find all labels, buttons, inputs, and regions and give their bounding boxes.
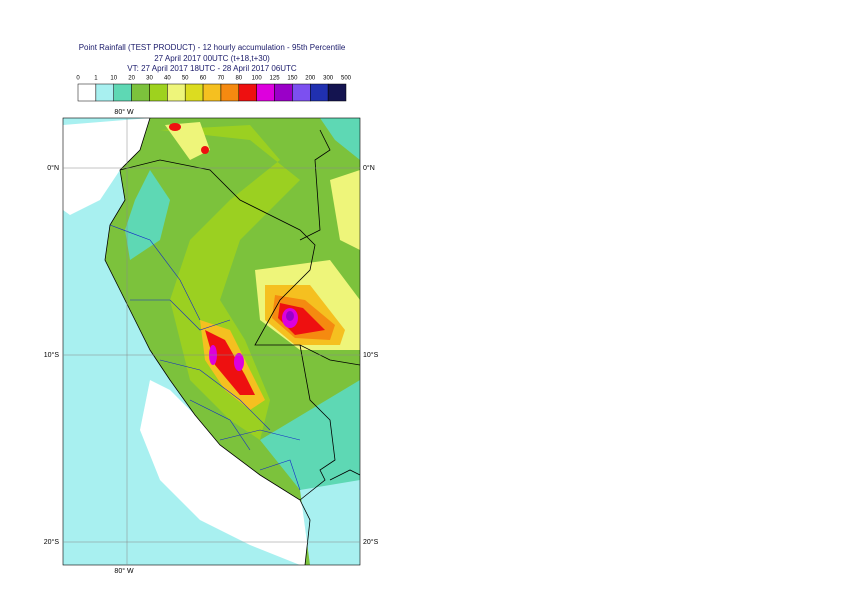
legend-box (327, 83, 347, 102)
legend-box (167, 83, 186, 102)
lat-label: 20°S (363, 538, 379, 546)
legend: 0 1 10 20 30 40 50 60 70 80 100 125 150 200 300 500 (76, 76, 352, 102)
legend-label: 70 (218, 76, 225, 82)
legend-box (77, 83, 97, 102)
lat-label: 10°S (363, 351, 379, 359)
legend-label: 40 (164, 76, 171, 82)
legend-label: 500 (341, 76, 352, 82)
legend-label: 300 (323, 76, 334, 82)
graticule: 80° W 80° W 0°N 0°N 10°S 10°S 20°S 20°S (44, 108, 379, 575)
lat-label: 10°S (44, 351, 60, 359)
validity: VT: 27 April 2017 18UTC - 28 April 2017 … (127, 64, 297, 73)
legend-box (310, 83, 329, 102)
legend-box (149, 83, 168, 102)
legend-box (95, 83, 114, 102)
legend-label: 100 (252, 76, 263, 82)
subtitle: 27 April 2017 00UTC (t+18,t+30) (154, 54, 270, 63)
map-frame (62, 117, 361, 566)
legend-box (256, 83, 275, 102)
title: Point Rainfall (TEST PRODUCT) - 12 hourl… (79, 43, 346, 52)
legend-label: 60 (200, 76, 207, 82)
legend-box (113, 83, 132, 102)
legend-label: 10 (110, 76, 117, 82)
legend-label: 0 (76, 76, 80, 82)
legend-label: 1 (94, 76, 98, 82)
map (63, 118, 360, 565)
legend-label: 80 (235, 76, 242, 82)
lon-label: 80° W (114, 108, 134, 116)
lat-label: 0°N (47, 164, 59, 172)
lon-label: 80° W (114, 567, 134, 575)
legend-label: 50 (182, 76, 189, 82)
legend-box (292, 83, 311, 102)
legend-label: 150 (287, 76, 298, 82)
legend-box (238, 83, 257, 102)
legend-label: 30 (146, 76, 153, 82)
lat-label: 0°N (363, 164, 375, 172)
lat-label: 20°S (44, 538, 60, 546)
legend-box (131, 83, 150, 102)
legend-label: 125 (270, 76, 281, 82)
legend-box (220, 83, 240, 102)
legend-box (184, 83, 204, 102)
legend-label: 200 (305, 76, 316, 82)
legend-box (202, 83, 222, 102)
legend-label: 20 (128, 76, 135, 82)
legend-box (274, 83, 293, 102)
